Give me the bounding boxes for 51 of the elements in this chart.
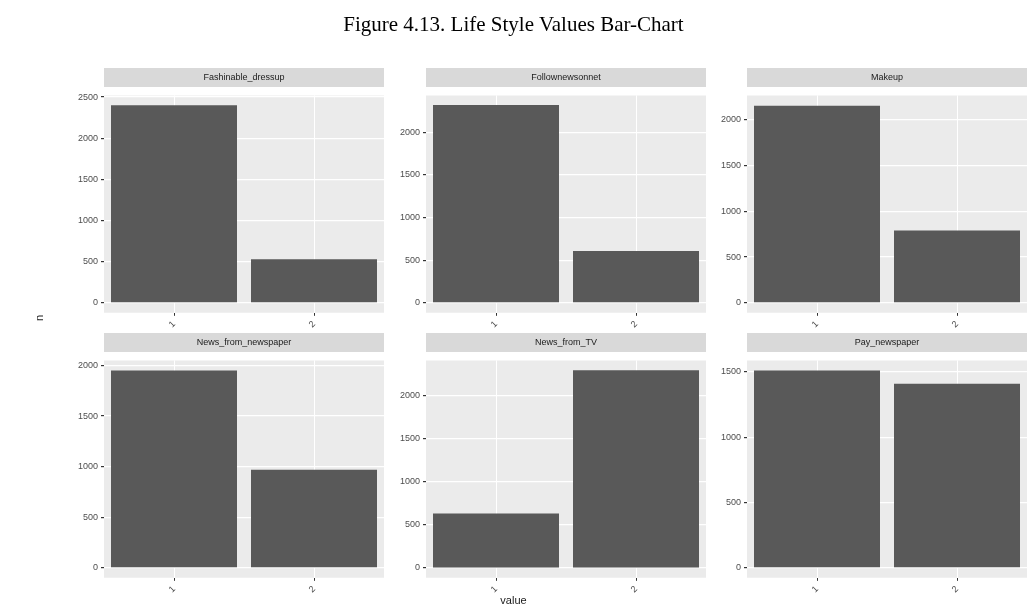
x-tick-label: 2 [628, 318, 640, 330]
y-tick-label: 500 [404, 254, 420, 265]
y-tick-label: 500 [82, 256, 98, 267]
y-tick-label: 500 [82, 511, 98, 522]
y-tick-label: 1500 [720, 366, 741, 377]
x-tick-label: 1 [809, 583, 821, 595]
chart-title: Follownewsonnet [426, 68, 706, 87]
x-tick-label: 1 [166, 318, 178, 330]
chart-title: News_from_newspaper [104, 333, 384, 352]
y-tick-label: 1000 [399, 476, 420, 487]
x-tick-label: 1 [488, 583, 500, 595]
caption: Figure 4.13. Life Style Values Bar-Chart [342, 12, 685, 37]
x-axis-title: value [499, 594, 528, 606]
y-tick-label: 1500 [399, 432, 420, 443]
y-tick-label: 1500 [77, 410, 98, 421]
x-tick-label: 2 [306, 318, 318, 330]
y-tick-label: 2000 [399, 389, 420, 400]
y-tick-label: 2000 [77, 359, 98, 370]
y-tick-label: 2500 [77, 91, 98, 102]
y-tick-label: 1000 [720, 205, 741, 216]
chart-title: News_from_TV [426, 333, 706, 352]
x-tick-label: 2 [628, 583, 640, 595]
y-tick-label: 2000 [77, 132, 98, 143]
chart-title: Fashinable_dressup [104, 68, 384, 87]
y-tick-label: 0 [735, 562, 741, 573]
y-tick-label: 0 [414, 562, 420, 573]
y-tick-label: 500 [725, 497, 741, 508]
y-tick-label: 500 [725, 251, 741, 262]
chart-title: Makeup [747, 68, 1027, 87]
x-tick-label: 2 [306, 583, 318, 595]
x-tick-label: 2 [949, 583, 961, 595]
y-tick-label: 2000 [399, 126, 420, 137]
y-tick-label: 1000 [77, 215, 98, 226]
y-tick-label: 1500 [77, 173, 98, 184]
y-tick-label: 0 [92, 297, 98, 308]
x-tick-label: 2 [949, 318, 961, 330]
y-tick-label: 1500 [399, 169, 420, 180]
y-axis-title: n [33, 314, 46, 322]
y-tick-label: 1000 [720, 431, 741, 442]
y-tick-label: 2000 [720, 113, 741, 124]
chart-title: Pay_newspaper [747, 333, 1027, 352]
y-tick-label: 1500 [720, 159, 741, 170]
y-tick-label: 0 [414, 297, 420, 308]
x-tick-label: 1 [809, 318, 821, 330]
x-tick-label: 1 [166, 583, 178, 595]
y-tick-label: 500 [404, 519, 420, 530]
y-tick-label: 0 [92, 562, 98, 573]
y-tick-label: 0 [735, 297, 741, 308]
y-tick-label: 1000 [77, 461, 98, 472]
x-tick-label: 1 [488, 318, 500, 330]
y-tick-label: 1000 [399, 212, 420, 223]
